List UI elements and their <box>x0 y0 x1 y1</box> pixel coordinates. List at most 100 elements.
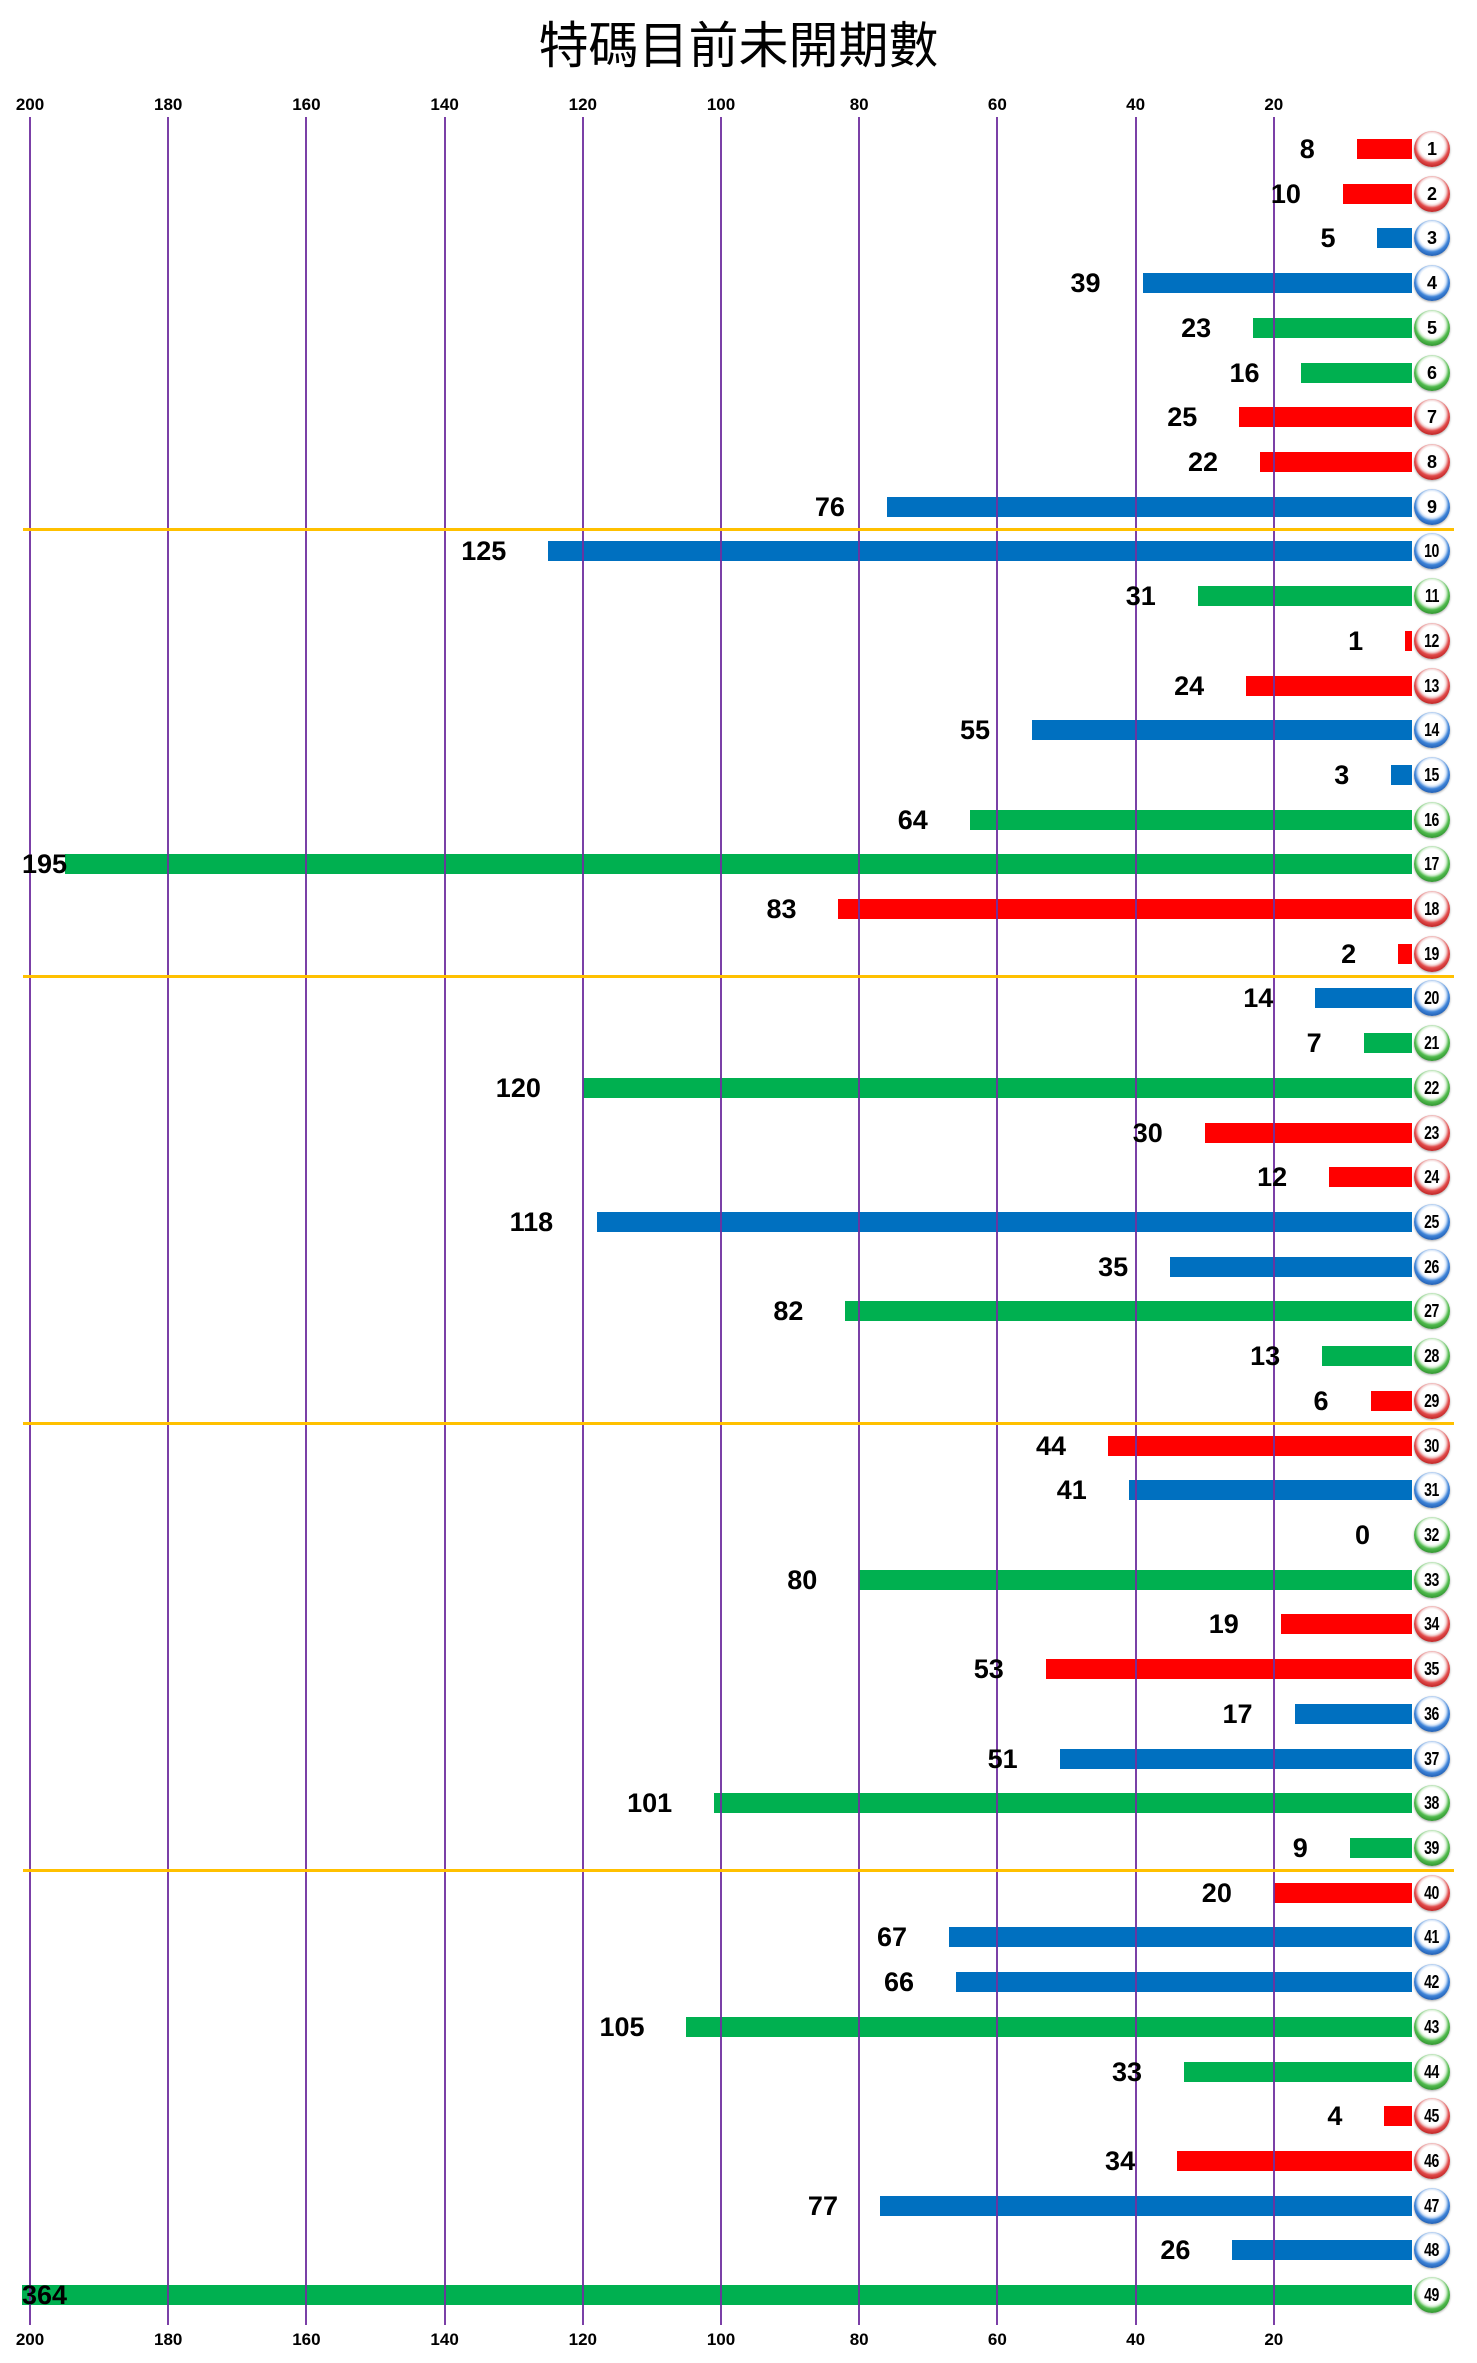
value-label: 44 <box>1035 1430 1066 1461</box>
value-label: 33 <box>1111 2056 1143 2087</box>
ball-number: 44 <box>1424 2061 1440 2082</box>
ball-number: 48 <box>1424 2240 1440 2261</box>
ball-number: 6 <box>1426 362 1437 383</box>
bar-green <box>1253 317 1412 338</box>
number-ball-icon: 20 <box>1414 980 1450 1017</box>
value-label: 195 <box>22 849 68 880</box>
ball-number: 26 <box>1424 1256 1440 1277</box>
ball-number: 42 <box>1424 1972 1440 1993</box>
ball-number: 20 <box>1424 988 1440 1009</box>
value-label: 17 <box>1222 1698 1253 1729</box>
ball-number: 29 <box>1424 1390 1440 1411</box>
number-ball-icon: 4 <box>1414 265 1450 302</box>
number-ball-icon: 22 <box>1414 1069 1450 1106</box>
bar-red <box>1398 943 1412 964</box>
number-ball-icon: 43 <box>1414 2008 1450 2045</box>
chart-title: 特碼目前未開期數 <box>538 17 939 75</box>
number-ball-icon: 49 <box>1414 2277 1450 2314</box>
bar-red <box>1273 1882 1412 1903</box>
x-tick-label-top: 200 <box>15 95 45 114</box>
value-label: 9 <box>1292 1832 1308 1863</box>
x-tick-label-bottom: 80 <box>849 2330 869 2349</box>
value-label: 19 <box>1208 1609 1239 1640</box>
value-label: 53 <box>973 1654 1004 1685</box>
bar-blue <box>1315 988 1412 1009</box>
number-ball-icon: 44 <box>1414 2053 1450 2090</box>
bar-blue <box>879 2195 1412 2216</box>
ball-number: 28 <box>1424 1346 1440 1367</box>
x-tick-label-bottom: 100 <box>706 2330 736 2349</box>
x-tick-label-bottom: 40 <box>1126 2330 1146 2349</box>
value-label: 25 <box>1167 402 1198 433</box>
bar-blue <box>1294 1703 1412 1724</box>
value-label: 22 <box>1187 446 1219 477</box>
value-label: 26 <box>1160 2235 1191 2266</box>
ball-number: 27 <box>1424 1301 1440 1322</box>
group-separator-line <box>23 1421 1454 1425</box>
bar-red <box>1405 630 1412 651</box>
number-ball-icon: 25 <box>1414 1204 1450 1241</box>
bar-blue <box>949 1927 1412 1948</box>
ball-number: 46 <box>1424 2150 1440 2171</box>
bar-blue <box>1391 764 1412 785</box>
value-label: 23 <box>1181 312 1212 343</box>
bar-blue <box>1031 720 1412 741</box>
value-label: 4 <box>1327 2101 1343 2132</box>
number-ball-icon: 34 <box>1414 1606 1450 1643</box>
number-ball-icon: 31 <box>1414 1472 1450 1509</box>
ball-number: 39 <box>1424 1837 1440 1858</box>
gridline <box>996 117 999 2325</box>
value-label: 30 <box>1132 1117 1163 1148</box>
ball-number: 41 <box>1424 1927 1440 1948</box>
value-label: 5 <box>1320 223 1336 254</box>
x-tick-label-bottom: 140 <box>430 2330 459 2349</box>
value-label: 31 <box>1125 581 1156 612</box>
bar-blue <box>1232 2240 1412 2261</box>
value-label: 1 <box>1348 625 1364 656</box>
value-label: 13 <box>1250 1341 1281 1372</box>
x-tick-label-bottom: 200 <box>15 2330 45 2349</box>
value-label: 64 <box>897 804 928 835</box>
ball-number: 10 <box>1424 541 1440 562</box>
bar-blue <box>1059 1748 1412 1769</box>
ball-number: 40 <box>1424 1882 1440 1903</box>
ball-number: 19 <box>1424 943 1440 964</box>
number-ball-icon: 41 <box>1414 1919 1450 1956</box>
number-ball-icon: 1 <box>1414 131 1450 167</box>
bar-blue <box>596 1212 1412 1233</box>
number-ball-icon: 33 <box>1414 1561 1450 1598</box>
ball-number: 8 <box>1426 451 1437 472</box>
ball-number: 45 <box>1424 2106 1440 2127</box>
ball-number: 15 <box>1424 764 1440 785</box>
value-label: 76 <box>814 491 845 522</box>
bar-red <box>1045 1659 1412 1680</box>
bar-red <box>1204 1122 1412 1143</box>
ball-number: 7 <box>1426 407 1437 428</box>
bar-green <box>845 1301 1412 1322</box>
number-ball-icon: 15 <box>1414 756 1450 793</box>
value-label: 12 <box>1257 1162 1288 1193</box>
bar-red <box>1177 2150 1412 2171</box>
ball-number: 31 <box>1424 1480 1440 1501</box>
value-label: 66 <box>883 1967 914 1998</box>
bar-red <box>838 899 1412 920</box>
ball-number: 25 <box>1424 1212 1440 1233</box>
bar-green <box>969 809 1412 830</box>
number-ball-icon: 37 <box>1414 1740 1450 1777</box>
ball-number: 32 <box>1424 1525 1440 1545</box>
bar-blue <box>1170 1256 1412 1277</box>
value-label: 51 <box>987 1743 1018 1774</box>
value-label: 77 <box>807 2190 838 2221</box>
value-label: 14 <box>1243 983 1274 1014</box>
ball-number: 21 <box>1424 1033 1440 1054</box>
bar-red <box>1259 451 1412 472</box>
value-label: 7 <box>1306 1028 1322 1059</box>
ball-number: 30 <box>1424 1435 1440 1456</box>
number-ball-icon: 10 <box>1414 533 1450 570</box>
bar-red <box>1246 675 1412 696</box>
value-label: 0 <box>1355 1520 1371 1550</box>
